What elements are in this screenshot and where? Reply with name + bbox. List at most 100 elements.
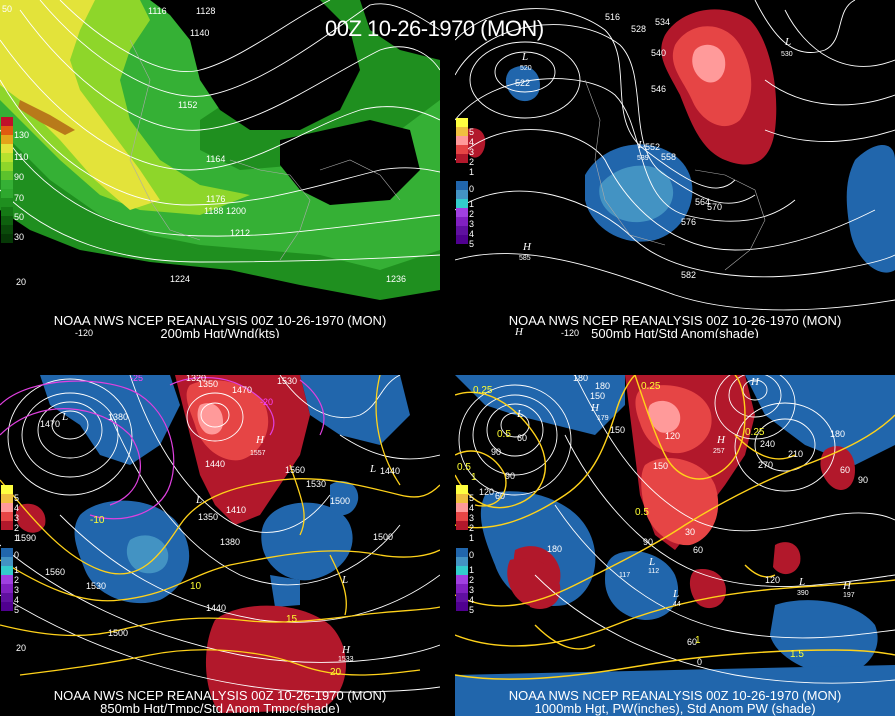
wind-shade-yellow <box>0 0 160 210</box>
height-label: 552 <box>645 142 660 152</box>
height-label: 60 <box>840 465 850 475</box>
height-label: 90 <box>643 537 653 547</box>
height-label: 1500 <box>108 628 128 638</box>
height-label: 1164 <box>206 154 225 164</box>
height-label: 1176 <box>206 194 225 204</box>
anomaly-legend <box>1 485 13 611</box>
legend-label: 2 <box>469 523 475 533</box>
height-label: 197 <box>843 592 855 599</box>
height-label: 180 <box>573 375 588 383</box>
anomaly-pos-gulf <box>689 569 726 609</box>
caption-variable: 850mb Hgt/Tmpc/Std Anom Tmpc(shade) <box>100 701 340 713</box>
legend-label: 4 <box>14 503 20 513</box>
center-label-low: L <box>61 411 68 423</box>
cold-temp-contours-850mb <box>0 376 325 520</box>
height-label: 180 <box>830 429 845 439</box>
center-label-low: L <box>648 556 655 568</box>
height-label: 1128 <box>196 6 215 16</box>
height-label: 60 <box>517 433 527 443</box>
anomaly-neg-bottom <box>455 665 895 716</box>
height-label: 1212 <box>230 228 250 238</box>
anomaly-neg-northeast <box>300 375 410 445</box>
center-value: 585 <box>519 255 531 262</box>
anomaly-pos-se <box>773 542 801 575</box>
height-label: 210 <box>788 449 803 459</box>
anomaly-pos-small <box>15 503 46 533</box>
legend-label: 2 <box>469 157 475 167</box>
anomaly-neg-west <box>505 65 540 102</box>
height-label: 1530 <box>306 479 326 489</box>
legend-label: 130 <box>14 130 30 140</box>
legend-label: 5 <box>469 239 475 249</box>
legend-label: 1 <box>469 533 475 543</box>
legend-label: 2 <box>14 523 20 533</box>
center-value: 530 <box>781 51 793 58</box>
legend-label: 0 <box>469 550 475 560</box>
height-label: 1530 <box>277 376 297 386</box>
edge-label-20: 20 <box>16 277 26 287</box>
height-label: 150 <box>610 425 625 435</box>
center-label-high: H <box>750 376 760 388</box>
temp-label: -10 <box>90 515 105 526</box>
legend-label: 1 <box>14 565 20 575</box>
height-label: 0 <box>697 657 702 667</box>
height-label: 570 <box>707 202 722 212</box>
caption-variable: 200mb Hgt/Wnd(kts) <box>160 326 280 338</box>
height-label: 90 <box>491 447 501 457</box>
legend-label: 3 <box>14 513 20 523</box>
map-500mb: 516 528 534 540 546 552 558 564 570 576 … <box>455 0 895 338</box>
legend-label: 50 <box>14 212 25 222</box>
pw-label: 0.5 <box>635 507 649 518</box>
panel-1000mb-height-pw: 180 180 150 150 120 90 60 90 60 120 180 … <box>455 375 895 716</box>
height-label: 1590 <box>16 533 36 543</box>
caption-source: NOAA NWS NCEP REANALYSIS 00Z 10-26-1970 … <box>53 688 387 703</box>
anomaly-neg-mid <box>605 551 679 620</box>
center-label-low: L <box>195 494 202 506</box>
height-label: 240 <box>760 439 775 449</box>
legend-label: 5 <box>14 605 20 615</box>
height-label: 112 <box>648 568 659 575</box>
height-label: 120 <box>665 431 680 441</box>
map-200mb: 50 20 -120 1116 1128 1140 1152 1164 1176… <box>0 0 440 338</box>
height-contours-200mb <box>0 0 440 263</box>
pw-label: 1.5 <box>790 649 804 660</box>
legend-label: 1 <box>469 565 475 575</box>
height-label: 540 <box>651 48 666 58</box>
height-label: 60 <box>693 545 703 555</box>
anomaly-neg-east <box>846 145 895 273</box>
panel-500mb-height-anomaly: 516 528 534 540 546 552 558 564 570 576 … <box>455 0 895 338</box>
height-label: 1470 <box>232 385 252 395</box>
height-label: 582 <box>681 270 696 280</box>
height-label: 44 <box>673 601 681 608</box>
anomaly-pos-south <box>205 605 347 713</box>
temp-label: 15 <box>286 614 298 625</box>
height-label: 180 <box>595 381 610 391</box>
height-label: 1500 <box>330 496 350 506</box>
height-label: 1224 <box>170 274 190 284</box>
height-label: 1500 <box>373 532 393 542</box>
height-label: 1470 <box>40 419 60 429</box>
center-label-low: L <box>521 51 528 63</box>
caption-variable: 1000mb Hgt, PW(inches), Std Anom PW (sha… <box>534 701 816 716</box>
caption-source: NOAA NWS NCEP REANALYSIS 00Z 10-26-1970 … <box>508 313 842 328</box>
temp-label-cold: -25 <box>130 375 143 383</box>
temp-label: 20 <box>330 667 342 678</box>
caption-source: NOAA NWS NCEP REANALYSIS 00Z 10-26-1970 … <box>53 313 387 328</box>
legend-label: 30 <box>14 232 25 242</box>
height-label: 522 <box>515 78 530 88</box>
height-label: 1380 <box>220 537 240 547</box>
height-label: 1440 <box>206 603 226 613</box>
caption-source: NOAA NWS NCEP REANALYSIS 00Z 10-26-1970 … <box>508 688 842 703</box>
panel-200mb-height-wind: 50 20 -120 1116 1128 1140 1152 1164 1176… <box>0 0 440 338</box>
legend-label: 5 <box>469 127 475 137</box>
anomaly-neg-east <box>745 375 895 465</box>
height-label: 1236 <box>386 274 406 284</box>
height-label: 1530 <box>86 581 106 591</box>
height-contours-500mb <box>455 0 895 311</box>
height-label: 1533 <box>338 656 354 663</box>
anomaly-neg-south <box>330 480 359 516</box>
center-label-low: L <box>516 408 523 420</box>
height-label: 60 <box>495 491 505 501</box>
legend-label: 2 <box>14 575 20 585</box>
legend-label: 3 <box>14 585 20 595</box>
